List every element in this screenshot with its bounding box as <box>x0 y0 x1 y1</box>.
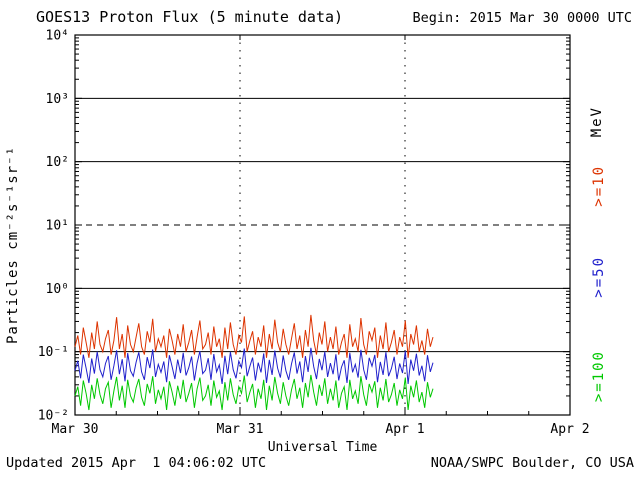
svg-text:Mar 31: Mar 31 <box>217 422 264 437</box>
updated-timestamp: Updated 2015 Apr 1 04:06:02 UTC <box>6 455 267 471</box>
svg-text:10⁰: 10⁰ <box>46 282 69 297</box>
begin-time-label: Begin: 2015 Mar 30 0000 UTC <box>412 10 632 26</box>
svg-text:10²: 10² <box>46 155 69 170</box>
svg-text:10¹: 10¹ <box>46 219 69 234</box>
svg-text:10³: 10³ <box>46 92 69 107</box>
right-axis-unit-label: MeV <box>589 106 605 138</box>
series-label-ge100: >=100 <box>591 350 607 403</box>
x-axis-label: Universal Time <box>267 440 378 455</box>
series-label-ge50: >=50 <box>591 256 607 298</box>
svg-text:Mar 30: Mar 30 <box>52 422 99 437</box>
credit-label: NOAA/SWPC Boulder, CO USA <box>430 455 634 471</box>
svg-text:10⁻²: 10⁻² <box>38 409 69 424</box>
svg-text:Apr 1: Apr 1 <box>385 422 424 437</box>
svg-text:Apr 2: Apr 2 <box>550 422 589 437</box>
svg-text:10⁻¹: 10⁻¹ <box>38 345 69 360</box>
chart-title: GOES13 Proton Flux (5 minute data) <box>36 8 344 26</box>
series-label-ge10: >=10 <box>591 165 607 207</box>
svg-text:10⁴: 10⁴ <box>46 29 69 44</box>
